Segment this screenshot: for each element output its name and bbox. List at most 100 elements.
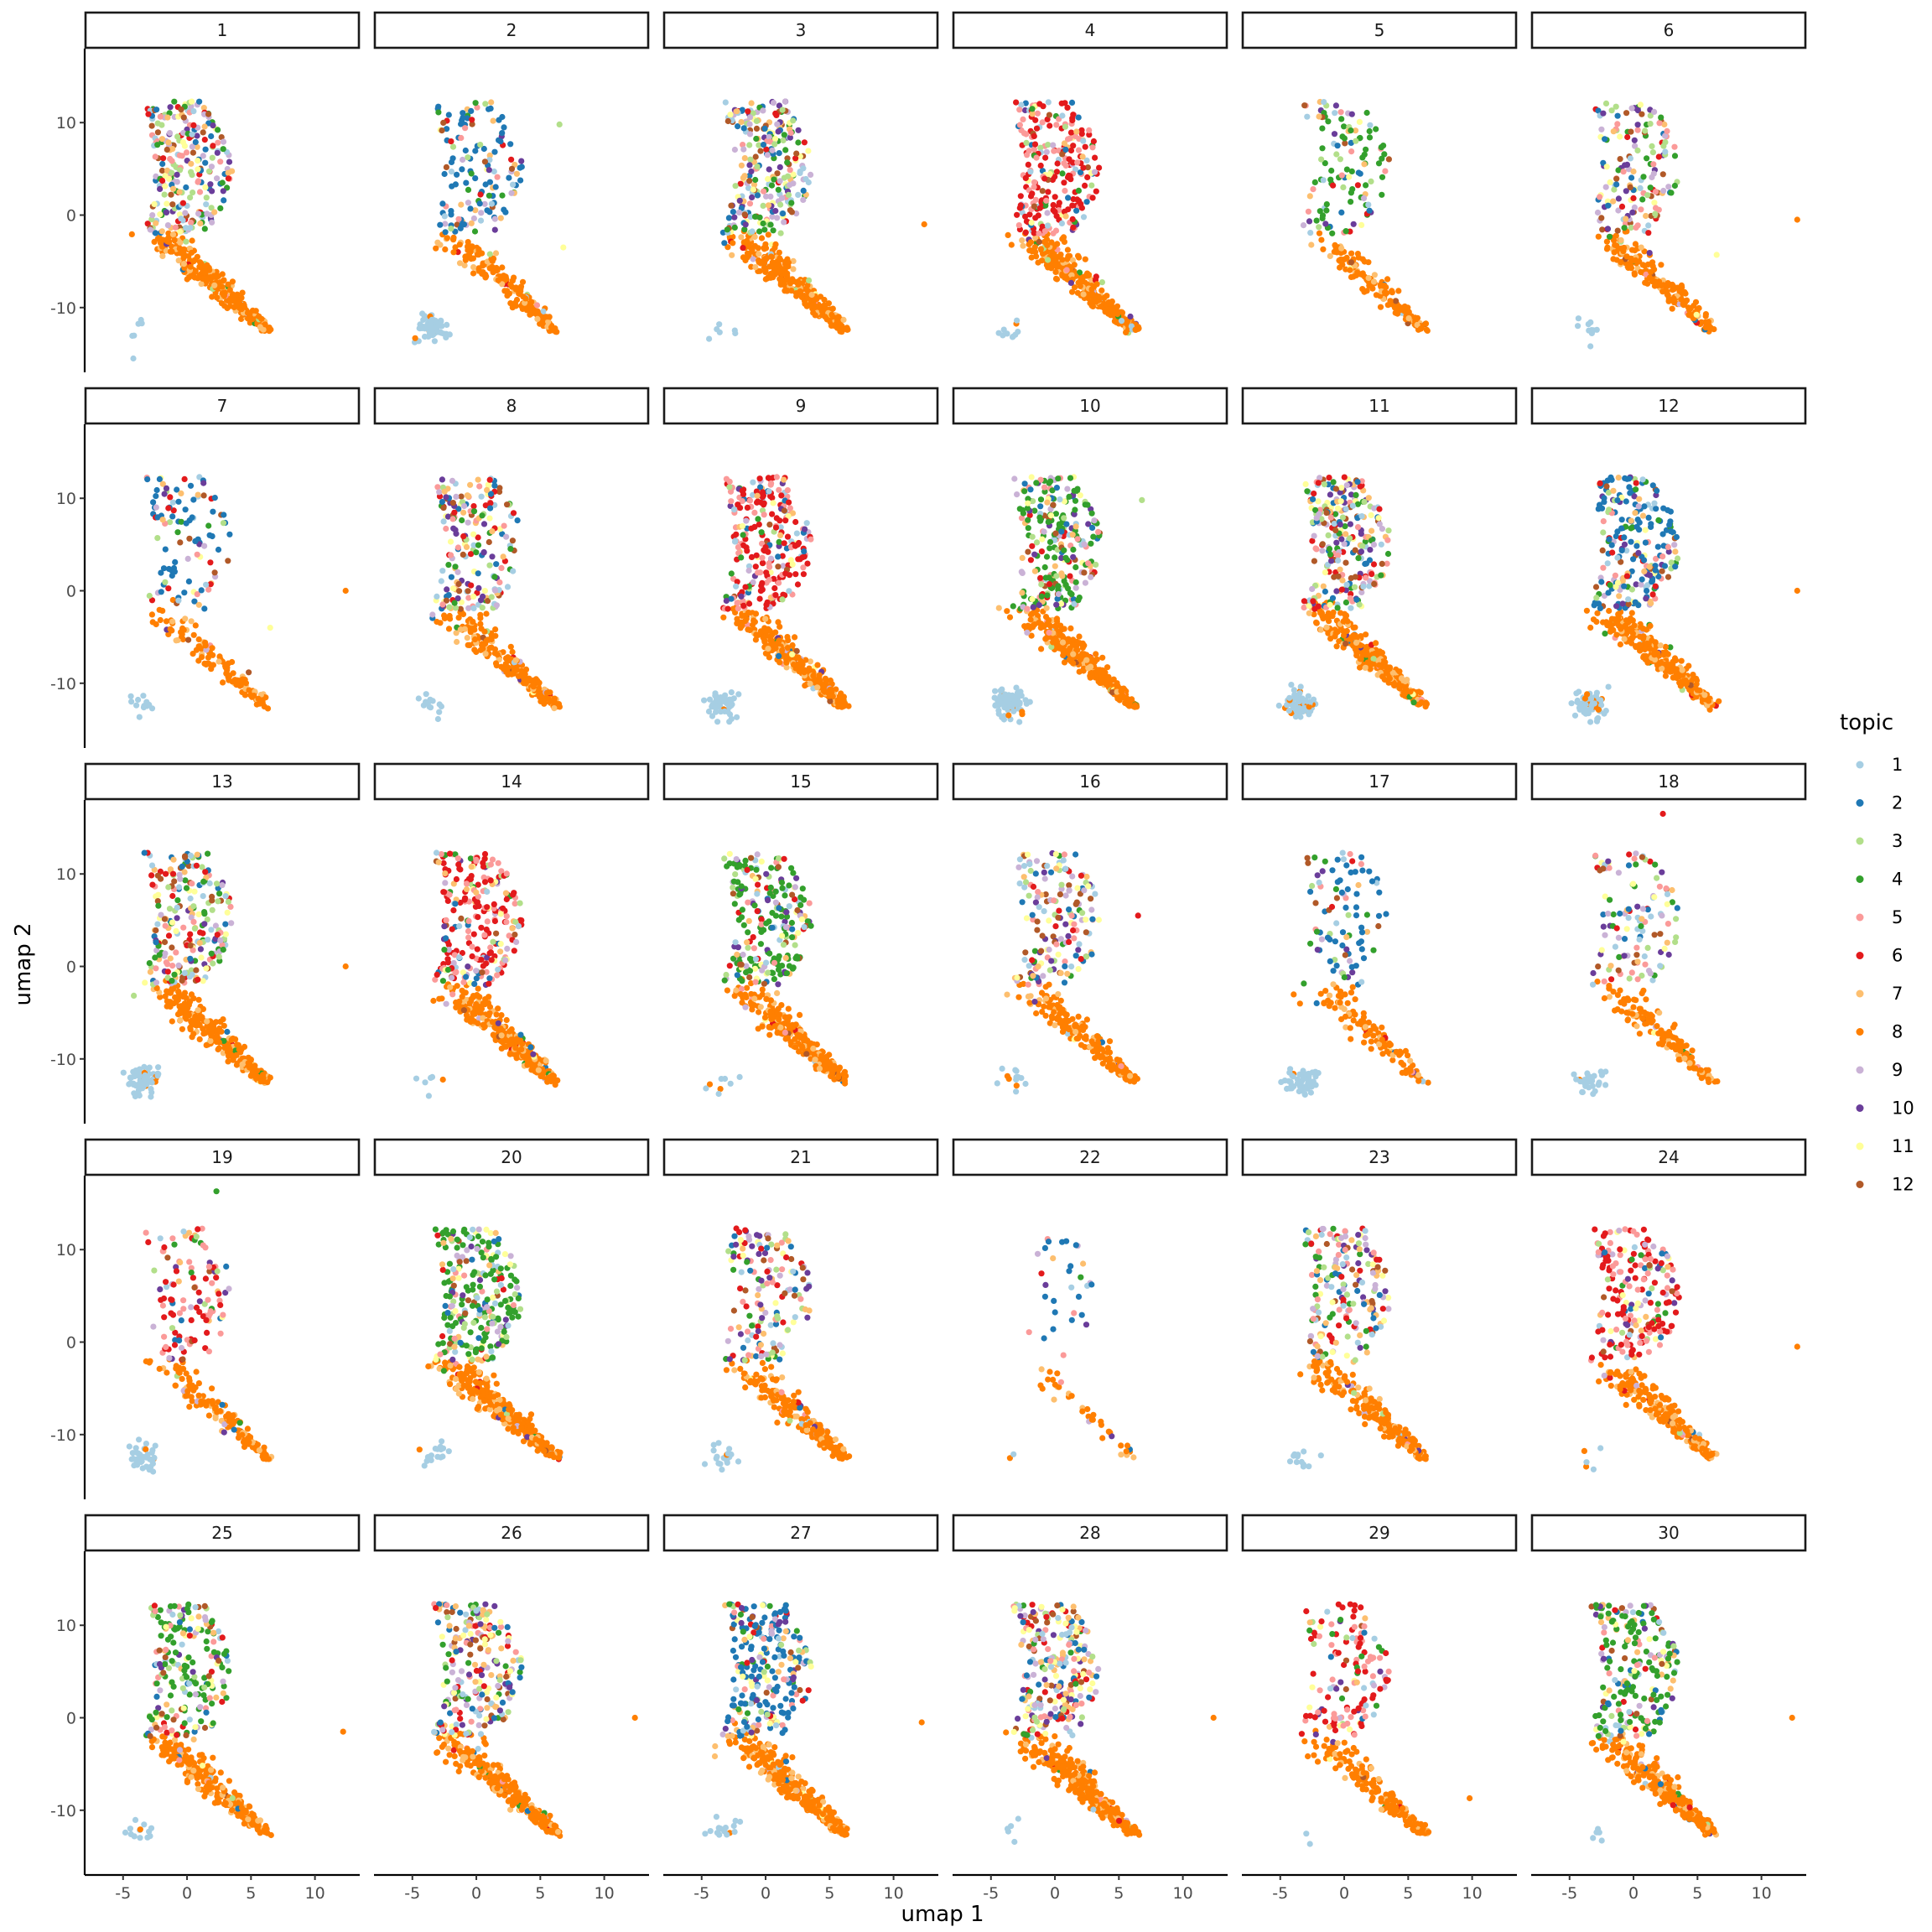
point-topic-7 xyxy=(437,242,444,248)
point-topic-5 xyxy=(761,188,767,195)
point-topic-6 xyxy=(795,556,802,563)
point-topic-6 xyxy=(451,509,458,516)
point-topic-9 xyxy=(1091,517,1098,524)
point-topic-8 xyxy=(530,679,537,686)
point-topic-4 xyxy=(770,227,776,234)
point-topic-12 xyxy=(509,538,517,544)
point-topic-3 xyxy=(1333,151,1340,158)
point-topic-6 xyxy=(1069,202,1076,209)
point-topic-3 xyxy=(486,562,493,569)
point-topic-2 xyxy=(153,486,160,494)
point-topic-8 xyxy=(262,321,268,328)
point-topic-3 xyxy=(784,173,792,179)
point-topic-1 xyxy=(728,689,735,696)
point-topic-1 xyxy=(709,713,716,719)
point-topic-8 xyxy=(812,312,818,319)
point-topic-8 xyxy=(1696,304,1702,312)
y-tick-label: 10 xyxy=(56,114,76,132)
point-topic-3 xyxy=(779,596,786,603)
point-topic-10 xyxy=(738,593,745,600)
point-topic-8 xyxy=(512,286,519,293)
point-topic-8 xyxy=(1037,625,1044,631)
point-topic-8 xyxy=(450,249,457,256)
point-topic-4 xyxy=(1621,225,1628,231)
point-topic-10 xyxy=(209,188,216,195)
point-topic-1 xyxy=(1057,496,1063,503)
point-topic-7 xyxy=(551,705,558,712)
point-topic-5 xyxy=(172,224,179,231)
point-topic-1 xyxy=(431,338,439,345)
point-topic-7 xyxy=(1059,639,1067,646)
point-topic-12 xyxy=(154,129,161,136)
point-topic-9 xyxy=(782,98,789,105)
point-topic-9 xyxy=(1081,541,1088,548)
point-topic-8 xyxy=(505,654,512,661)
point-topic-1 xyxy=(714,719,721,725)
point-topic-1 xyxy=(712,690,719,697)
point-topic-8 xyxy=(1347,267,1353,273)
point-topic-4 xyxy=(1088,510,1095,517)
point-topic-3 xyxy=(220,520,227,527)
point-topic-8 xyxy=(209,645,216,652)
point-topic-8 xyxy=(1099,654,1106,661)
point-topic-2 xyxy=(196,98,203,105)
point-topic-12 xyxy=(456,588,463,595)
point-topic-7 xyxy=(1306,193,1313,200)
panel-points xyxy=(128,98,274,362)
point-topic-4 xyxy=(499,192,506,199)
point-topic-7 xyxy=(814,684,821,691)
point-topic-1 xyxy=(1321,99,1327,106)
point-topic-2 xyxy=(472,148,479,154)
point-topic-5 xyxy=(1095,528,1102,536)
point-topic-5 xyxy=(766,564,773,570)
point-topic-6 xyxy=(1645,230,1652,236)
point-topic-2 xyxy=(209,532,216,540)
point-topic-10 xyxy=(444,586,450,593)
point-topic-2 xyxy=(442,229,449,236)
point-topic-7 xyxy=(734,108,740,115)
point-topic-6 xyxy=(1058,100,1065,106)
point-topic-8 xyxy=(201,274,208,282)
point-topic-9 xyxy=(1064,486,1071,492)
point-topic-2 xyxy=(175,498,182,505)
outlier-point-topic-8 xyxy=(921,221,927,228)
point-topic-5 xyxy=(1024,152,1031,158)
point-topic-4 xyxy=(1363,182,1369,189)
point-topic-9 xyxy=(214,175,221,182)
point-topic-9 xyxy=(1082,579,1088,586)
point-topic-8 xyxy=(771,641,778,647)
point-topic-4 xyxy=(1055,583,1062,589)
point-topic-8 xyxy=(128,231,135,237)
point-topic-8 xyxy=(1047,623,1054,630)
point-topic-4 xyxy=(1088,540,1094,547)
point-topic-8 xyxy=(1059,632,1066,640)
point-topic-2 xyxy=(181,589,188,596)
point-topic-5 xyxy=(1034,110,1041,117)
point-topic-8 xyxy=(171,236,178,243)
point-topic-9 xyxy=(774,121,781,127)
point-topic-8 xyxy=(776,249,782,256)
point-topic-6 xyxy=(1013,99,1020,106)
point-topic-4 xyxy=(775,186,782,193)
point-topic-9 xyxy=(149,212,156,219)
point-topic-8 xyxy=(745,610,751,616)
point-topic-4 xyxy=(472,100,479,106)
point-topic-5 xyxy=(1020,116,1026,122)
point-topic-1 xyxy=(416,325,423,332)
point-topic-3 xyxy=(1340,184,1347,190)
point-topic-11 xyxy=(486,515,493,522)
point-topic-8 xyxy=(1613,232,1619,239)
point-topic-9 xyxy=(220,138,227,145)
point-topic-11 xyxy=(195,158,201,164)
point-topic-2 xyxy=(452,181,460,188)
point-topic-4 xyxy=(154,142,161,148)
point-topic-9 xyxy=(1649,174,1655,181)
point-topic-8 xyxy=(218,300,226,307)
point-topic-7 xyxy=(1623,216,1629,222)
point-topic-8 xyxy=(1669,305,1675,312)
point-topic-9 xyxy=(164,222,171,229)
point-topic-4 xyxy=(1043,553,1051,560)
point-topic-10 xyxy=(1604,226,1612,232)
point-topic-1 xyxy=(1044,222,1052,229)
point-topic-5 xyxy=(1016,106,1023,113)
